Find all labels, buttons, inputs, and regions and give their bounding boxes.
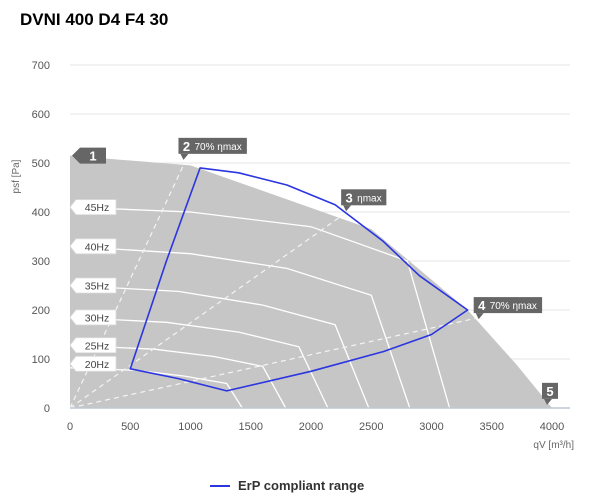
- x-tick-label: 1500: [239, 421, 263, 433]
- marker-number: 4: [478, 298, 486, 313]
- x-tick-label: 3500: [480, 421, 504, 433]
- frequency-tag-bg: [69, 309, 117, 326]
- frequency-tag: 40Hz: [69, 238, 117, 255]
- x-tick-label: 500: [121, 421, 139, 433]
- x-tick-label: 2000: [299, 421, 323, 433]
- erp-compliant-range: [129, 167, 469, 392]
- y-tick-label: 600: [32, 109, 50, 121]
- frequency-tag: 25Hz: [69, 337, 117, 354]
- marker-pointer: [180, 153, 189, 160]
- frequency-tag: 45Hz: [69, 199, 117, 216]
- y-axis-label: psf [Pa]: [11, 159, 22, 193]
- x-tick-label: 0: [67, 421, 73, 433]
- frequency-tag-label: 25Hz: [85, 340, 110, 352]
- operating-area: [70, 155, 552, 408]
- legend-swatch-erp: [210, 484, 230, 487]
- marker-1: 1: [72, 147, 106, 164]
- frequency-curve: [69, 245, 411, 409]
- marker-bg: [178, 137, 247, 154]
- frequency-tag-bg: [69, 355, 117, 372]
- frequency-tag-bg: [69, 337, 117, 354]
- marker-pointer: [475, 313, 484, 320]
- x-axis-label: qV [m³/h]: [533, 440, 574, 451]
- y-tick-label: 100: [32, 354, 50, 366]
- marker-5: 5: [542, 382, 558, 405]
- frequency-tag-bg: [69, 277, 117, 294]
- frequency-tag-label: 45Hz: [85, 202, 110, 214]
- frequency-tag: 30Hz: [69, 309, 117, 326]
- efficiency-line: [69, 211, 348, 409]
- legend-label-erp: ErP compliant range: [238, 478, 365, 493]
- y-tick-label: 300: [32, 256, 50, 268]
- marker-number: 3: [346, 190, 353, 205]
- frequency-tag: 35Hz: [69, 277, 117, 294]
- marker-bg: [341, 189, 387, 206]
- x-tick-label: 4000: [540, 421, 564, 433]
- frequency-tag: 20Hz: [69, 355, 117, 372]
- frequency-curve: [69, 316, 329, 409]
- chart-title: DVNI 400 D4 F4 30: [20, 10, 169, 29]
- x-tick-label: 1000: [178, 421, 202, 433]
- y-tick-label: 500: [32, 158, 50, 170]
- marker-bg: [72, 147, 106, 164]
- marker-4: 4 70% ηmax: [473, 297, 543, 320]
- marker-number: 5: [546, 384, 553, 399]
- legend: ErP compliant range: [210, 478, 364, 493]
- frequency-tag-label: 20Hz: [85, 359, 110, 371]
- marker-number: 2: [183, 139, 190, 154]
- y-tick-label: 200: [32, 305, 50, 317]
- marker-label: 70% ηmax: [194, 142, 241, 153]
- frequency-tag-label: 30Hz: [85, 312, 110, 324]
- marker-label: ηmax: [357, 193, 381, 204]
- frequency-tag-label: 35Hz: [85, 281, 110, 293]
- marker-2: 2 70% ηmax: [178, 137, 247, 160]
- x-tick-label: 3000: [419, 421, 443, 433]
- frequency-tag-bg: [69, 238, 117, 255]
- x-tick-label: 2500: [359, 421, 383, 433]
- frequency-curve: [69, 284, 370, 409]
- marker-number: 1: [89, 149, 96, 164]
- marker-bg: [542, 382, 558, 399]
- marker-3: 3 ηmax: [341, 189, 387, 212]
- efficiency-line: [69, 316, 480, 409]
- y-tick-label: 0: [44, 403, 50, 415]
- frequency-tag-bg: [69, 199, 117, 216]
- marker-pointer: [544, 398, 552, 405]
- frequency-curve: [69, 206, 451, 409]
- marker-pointer: [343, 205, 352, 212]
- marker-bg: [473, 297, 543, 314]
- y-tick-label: 400: [32, 207, 50, 219]
- y-tick-label: 700: [32, 60, 50, 72]
- marker-label: 70% ηmax: [490, 301, 537, 312]
- frequency-tag-label: 40Hz: [85, 241, 110, 253]
